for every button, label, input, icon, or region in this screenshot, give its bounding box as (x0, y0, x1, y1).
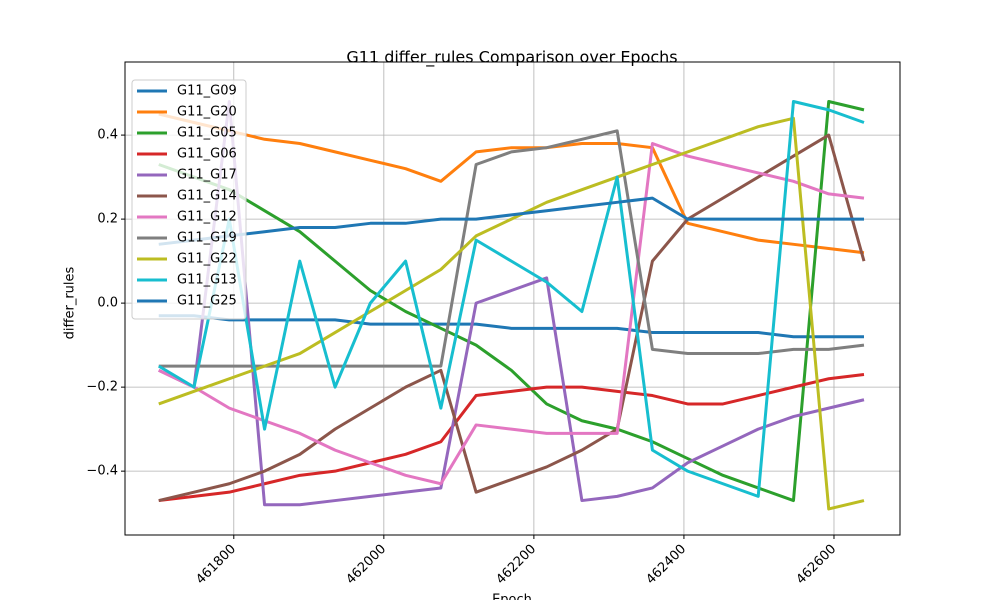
series-line (158, 196, 864, 246)
legend-label: G11_G14 (177, 189, 237, 204)
y-axis-label: differ_rules (63, 266, 78, 339)
lines (157, 99, 866, 511)
legend-label: G11_G13 (177, 273, 237, 288)
x-tick-label: 462000 (343, 542, 389, 588)
legend-label: G11_G05 (177, 126, 237, 141)
plot-frame (124, 61, 901, 536)
series-line (158, 133, 866, 503)
series-line (157, 99, 865, 498)
y-tick-label: 0.4 (97, 128, 118, 143)
x-tick-label: 462600 (794, 542, 840, 588)
y-tick-label: −0.4 (86, 464, 118, 479)
x-tick-label: 462200 (493, 542, 539, 588)
legend-label: G11_G22 (177, 252, 237, 267)
x-axis-label: Epoch (492, 593, 532, 600)
plot-area (125, 62, 900, 535)
series-line (158, 141, 865, 486)
legend: G11_G09 G11_G20 G11_G05 G11_G06 G11_G17 G11_G… (131, 79, 247, 320)
y-tick-label: 0.2 (97, 212, 118, 227)
legend-label: G11_G20 (177, 105, 237, 120)
series-line (158, 99, 865, 507)
y-tick-label: −0.2 (86, 380, 118, 395)
legend-label: G11_G09 (177, 84, 237, 99)
chart-title: G11 differ_rules Comparison over Epochs (346, 48, 677, 68)
legend-label: G11_G12 (177, 210, 237, 225)
y-tick-label: 0.0 (97, 296, 118, 311)
series-line (158, 314, 864, 339)
x-tick-label: 462400 (644, 542, 690, 588)
series-line (158, 112, 865, 255)
legend-label: G11_G19 (177, 231, 237, 246)
legend-label: G11_G25 (177, 294, 237, 309)
legend-label: G11_G06 (177, 147, 237, 162)
legend-label: G11_G17 (177, 168, 237, 183)
series-line (158, 373, 865, 503)
x-tick-label: 461800 (193, 542, 239, 588)
series-line (158, 116, 865, 511)
series-line (158, 99, 865, 503)
